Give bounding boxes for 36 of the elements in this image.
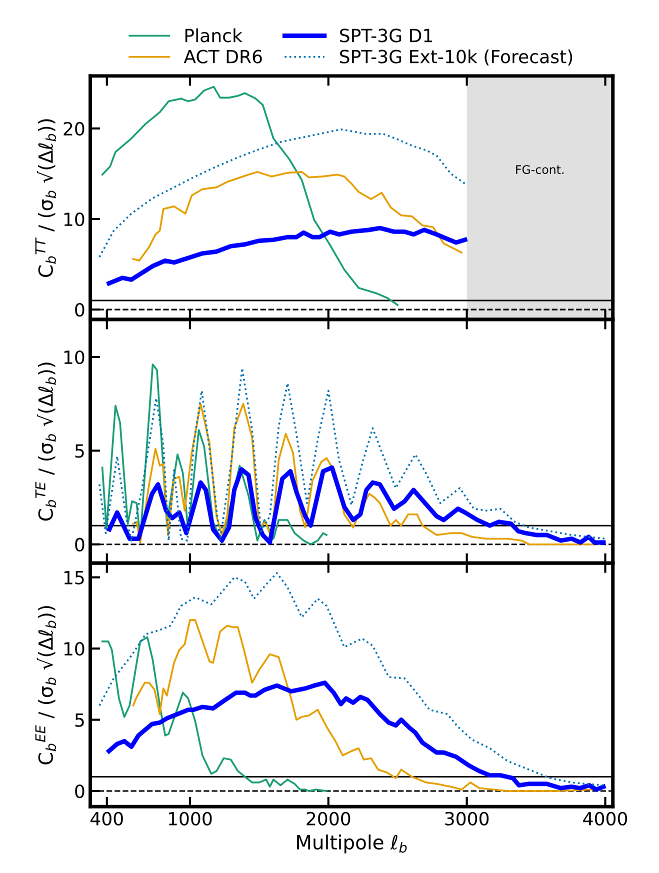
line-series <box>101 364 328 546</box>
y-axis-title: C$_{b}$$^{EE}$ / (σ$_{b}$ √(Δℓ$_{b}$)) <box>35 606 56 764</box>
legend-label: ACT DR6 <box>184 50 262 64</box>
y-tick-label: 5 <box>75 713 84 727</box>
y-tick-label: 10 <box>64 350 84 364</box>
y-tick-label: 15 <box>64 571 84 584</box>
y-tick-label: 5 <box>75 444 84 458</box>
y-tick-label: 10 <box>64 212 84 226</box>
y-tick-label: 0 <box>75 303 84 317</box>
y-axis-title: C$_{b}$$^{TT}$ / (σ$_{b}$ √(Δℓ$_{b}$)) <box>35 119 56 277</box>
y-tick-label: 20 <box>64 122 84 136</box>
line-series <box>107 465 606 545</box>
y-axis-title: C$_{b}$$^{TE}$ / (σ$_{b}$ √(Δℓ$_{b}$)) <box>35 362 56 521</box>
line-series <box>98 572 604 786</box>
legend-label: SPT-3G Ext-10k (Forecast) <box>340 49 572 66</box>
x-tick-label: 3000 <box>445 812 489 826</box>
x-axis-title: Multipole ℓ$_{b}$ <box>297 834 407 854</box>
x-tick-label: 4000 <box>583 812 628 826</box>
band-label: FG-cont. <box>516 165 564 174</box>
line-series <box>132 171 462 262</box>
line-series <box>132 402 594 546</box>
line-series <box>98 367 606 542</box>
y-tick-label: 10 <box>64 642 84 656</box>
line-series <box>101 636 328 792</box>
y-tick-label: 0 <box>75 784 84 798</box>
line-series <box>132 619 592 792</box>
x-tick-label: 1000 <box>168 812 212 826</box>
legend-label: SPT-3G D1 <box>340 28 432 42</box>
line-series <box>98 128 466 258</box>
x-tick-label: 400 <box>90 812 123 826</box>
x-tick-label: 2000 <box>306 812 350 826</box>
y-tick-label: 0 <box>75 538 84 552</box>
line-series <box>106 680 606 792</box>
line-series <box>101 86 399 306</box>
legend-label: Planck <box>185 28 242 42</box>
line-series <box>106 226 468 286</box>
